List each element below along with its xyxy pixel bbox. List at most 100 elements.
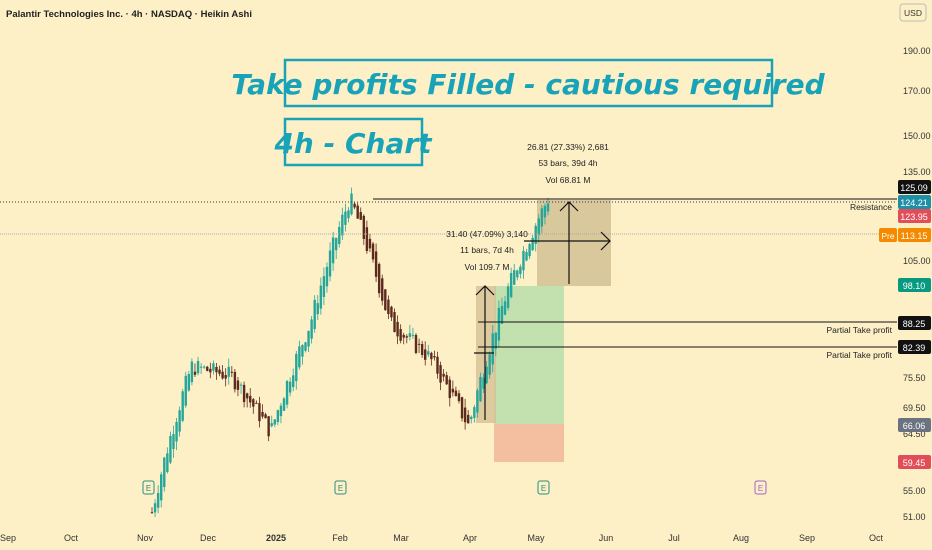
take-profit-label-1: Partial Take profit (826, 325, 892, 335)
candle-body (255, 402, 258, 404)
candle-body (424, 349, 427, 360)
candle-body (454, 390, 458, 396)
candle-body (341, 214, 344, 236)
measure-1-line2: 53 bars, 39d 4h (538, 158, 597, 168)
price-tag-high-text: 125.09 (900, 183, 928, 193)
price-tag-pre (898, 228, 931, 242)
candle-body (457, 393, 461, 402)
candle-body (310, 319, 313, 339)
candle-body (420, 344, 424, 355)
price-tag-82-text: 82.39 (903, 343, 926, 353)
candle-body (331, 237, 335, 264)
currency-button[interactable] (899, 3, 927, 22)
candle-body (285, 380, 289, 405)
time-axis[interactable]: Sep Oct Nov Dec 2025 Feb Mar Apr May Jun… (0, 533, 883, 543)
candle-body (513, 270, 516, 285)
measure-arrowhead-2 (600, 231, 611, 251)
candle-body (169, 435, 172, 463)
candle-body (451, 388, 455, 393)
subtitle-banner (283, 117, 424, 167)
candle-body (267, 416, 270, 437)
candle-body (463, 407, 467, 423)
price-tag-59-text: 59.45 (903, 458, 926, 468)
x-tick: Dec (200, 533, 217, 543)
candle-body (387, 299, 390, 315)
price-axis[interactable]: 190.00 170.00 150.00 135.00 105.00 75.50… (903, 46, 931, 522)
y-tick: 105.00 (903, 256, 931, 266)
candle-body (347, 210, 350, 219)
candle-body (163, 457, 166, 488)
earnings-marker-feb[interactable]: E (334, 480, 347, 495)
candle-body (328, 250, 332, 277)
measure-2-line3: Vol 109.7 M (465, 262, 510, 272)
candle-body (301, 344, 304, 357)
measure-1-line3: Vol 68.81 M (546, 175, 591, 185)
candle-body (313, 299, 316, 329)
candle-body (166, 453, 169, 473)
pre-market-badge (879, 228, 897, 242)
candle-body (245, 393, 249, 399)
candle-body (503, 301, 507, 315)
candle-body (172, 434, 175, 450)
candle-body (525, 251, 528, 261)
candle-body (215, 366, 218, 373)
price-tag-close-text: 123.95 (900, 212, 928, 222)
x-tick: Oct (64, 533, 79, 543)
candle-body (334, 238, 338, 251)
measure-2-line2: 11 bars, 7d 4h (460, 245, 514, 255)
candle-body (187, 373, 191, 391)
candle-body (175, 421, 178, 442)
candle-body (338, 226, 341, 245)
measure-1-line1: 26.81 (27.33%) 2,681 (527, 142, 609, 152)
candle-body (181, 391, 184, 421)
price-tag-high (898, 180, 931, 194)
candle-body (353, 203, 356, 208)
candle-body (411, 334, 415, 336)
candle-body (184, 375, 187, 406)
candle-body (479, 376, 482, 402)
price-tag-current (898, 195, 931, 209)
candle-body (436, 356, 439, 374)
measure-arrowhead-1 (559, 201, 579, 212)
price-tag-66-text: 66.06 (903, 421, 926, 431)
candle-body (227, 366, 230, 377)
price-tag-current-text: 124.21 (900, 198, 928, 208)
candle-body (390, 306, 393, 318)
candle-body (236, 380, 240, 390)
candle-body (150, 512, 154, 514)
candle-body (497, 307, 501, 341)
price-tag-98 (898, 278, 931, 292)
candle-body (476, 390, 479, 413)
symbol-header: Palantir Technologies Inc. · 4h · NASDAQ… (6, 9, 252, 20)
candle-body (371, 243, 375, 260)
pre-market-badge-text: Pre (881, 231, 895, 241)
x-tick: Aug (733, 533, 749, 543)
candle-body (212, 363, 215, 371)
earnings-marker-nov[interactable]: E (142, 480, 155, 495)
candle-body (239, 384, 243, 386)
candle-body (445, 375, 448, 385)
earnings-marker-may[interactable]: E (537, 480, 550, 495)
candle-body (460, 397, 464, 419)
earnings-marker-aug[interactable]: E (754, 480, 767, 495)
candle-body (196, 361, 200, 374)
price-tag-pre-text: 113.15 (901, 231, 928, 241)
candle-body (430, 352, 433, 360)
candle-body (402, 334, 405, 338)
currency-label: USD (904, 8, 922, 18)
candle-body (516, 270, 519, 278)
y-tick: 64.50 (903, 429, 926, 439)
candle-body (442, 373, 445, 377)
y-tick: 135.00 (903, 167, 931, 177)
candle-body (264, 414, 267, 419)
candle-body (482, 377, 485, 389)
candlestick-series (150, 187, 550, 517)
candle-body (252, 399, 255, 407)
candle-body (494, 332, 498, 349)
candle-body (506, 286, 510, 308)
candle-body (528, 244, 531, 257)
y-tick: 55.00 (903, 486, 926, 496)
candle-body (417, 343, 421, 345)
price-tag-98-text: 98.10 (903, 281, 926, 291)
